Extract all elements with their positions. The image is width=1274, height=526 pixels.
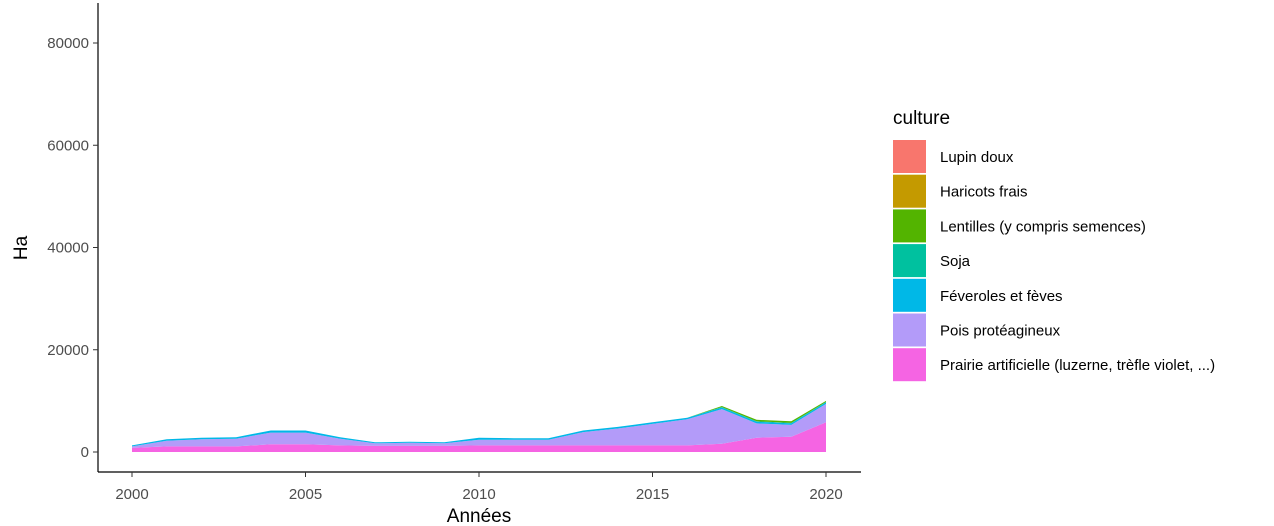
- legend-swatch-prairie-artificielle-luzerne-trefle-violet: [893, 348, 926, 382]
- y-tick-label: 20000: [47, 342, 89, 359]
- legend-swatch-pois-proteagineux: [893, 313, 926, 347]
- legend-label-soja: Soja: [940, 253, 971, 270]
- y-tick-label: 0: [81, 444, 89, 461]
- y-tick-label: 60000: [47, 137, 89, 154]
- legend-swatch-feveroles-et-feves: [893, 278, 926, 312]
- legend-label-haricots-frais: Haricots frais: [940, 184, 1028, 201]
- area-prairie-artificielle-luzerne-trefle-violet: [132, 422, 826, 452]
- x-tick-label: 2015: [636, 486, 669, 503]
- x-tick-label: 2020: [809, 486, 842, 503]
- legend-swatch-lupin-doux: [893, 140, 926, 173]
- y-tick-label: 80000: [47, 35, 89, 52]
- legend-label-lentilles-y-compris-semences: Lentilles (y compris semences): [940, 218, 1146, 235]
- legend: culture Lupin doux Haricots frais Lentille…: [893, 108, 1215, 382]
- x-tick-label: 2010: [462, 486, 495, 503]
- area-layers: [132, 400, 826, 452]
- legend-label-lupin-doux: Lupin doux: [940, 149, 1014, 166]
- axes: 2000 2005 2010 2015 2020 0 20000 40000 60000 8000…: [47, 3, 861, 503]
- legend-label-feveroles-et-feves: Féveroles et fèves: [940, 288, 1063, 305]
- x-tick-label: 2005: [289, 486, 322, 503]
- x-tick-label: 2000: [115, 486, 148, 503]
- y-axis-title: Ha: [11, 235, 32, 260]
- area-pois-proteagineux: [132, 403, 826, 448]
- x-axis-title: Années: [447, 506, 511, 526]
- legend-title: culture: [893, 108, 950, 129]
- legend-label-pois-proteagineux: Pois protéagineux: [940, 323, 1061, 340]
- legend-label-prairie-artificielle-luzerne-trefle-violet: Prairie artificielle (luzerne, trèfle vi…: [940, 357, 1215, 374]
- legend-swatch-soja: [893, 244, 926, 278]
- y-tick-label: 40000: [47, 240, 89, 257]
- legend-swatch-lentilles-y-compris-semences: [893, 209, 926, 243]
- legend-swatch-haricots-frais: [893, 174, 926, 208]
